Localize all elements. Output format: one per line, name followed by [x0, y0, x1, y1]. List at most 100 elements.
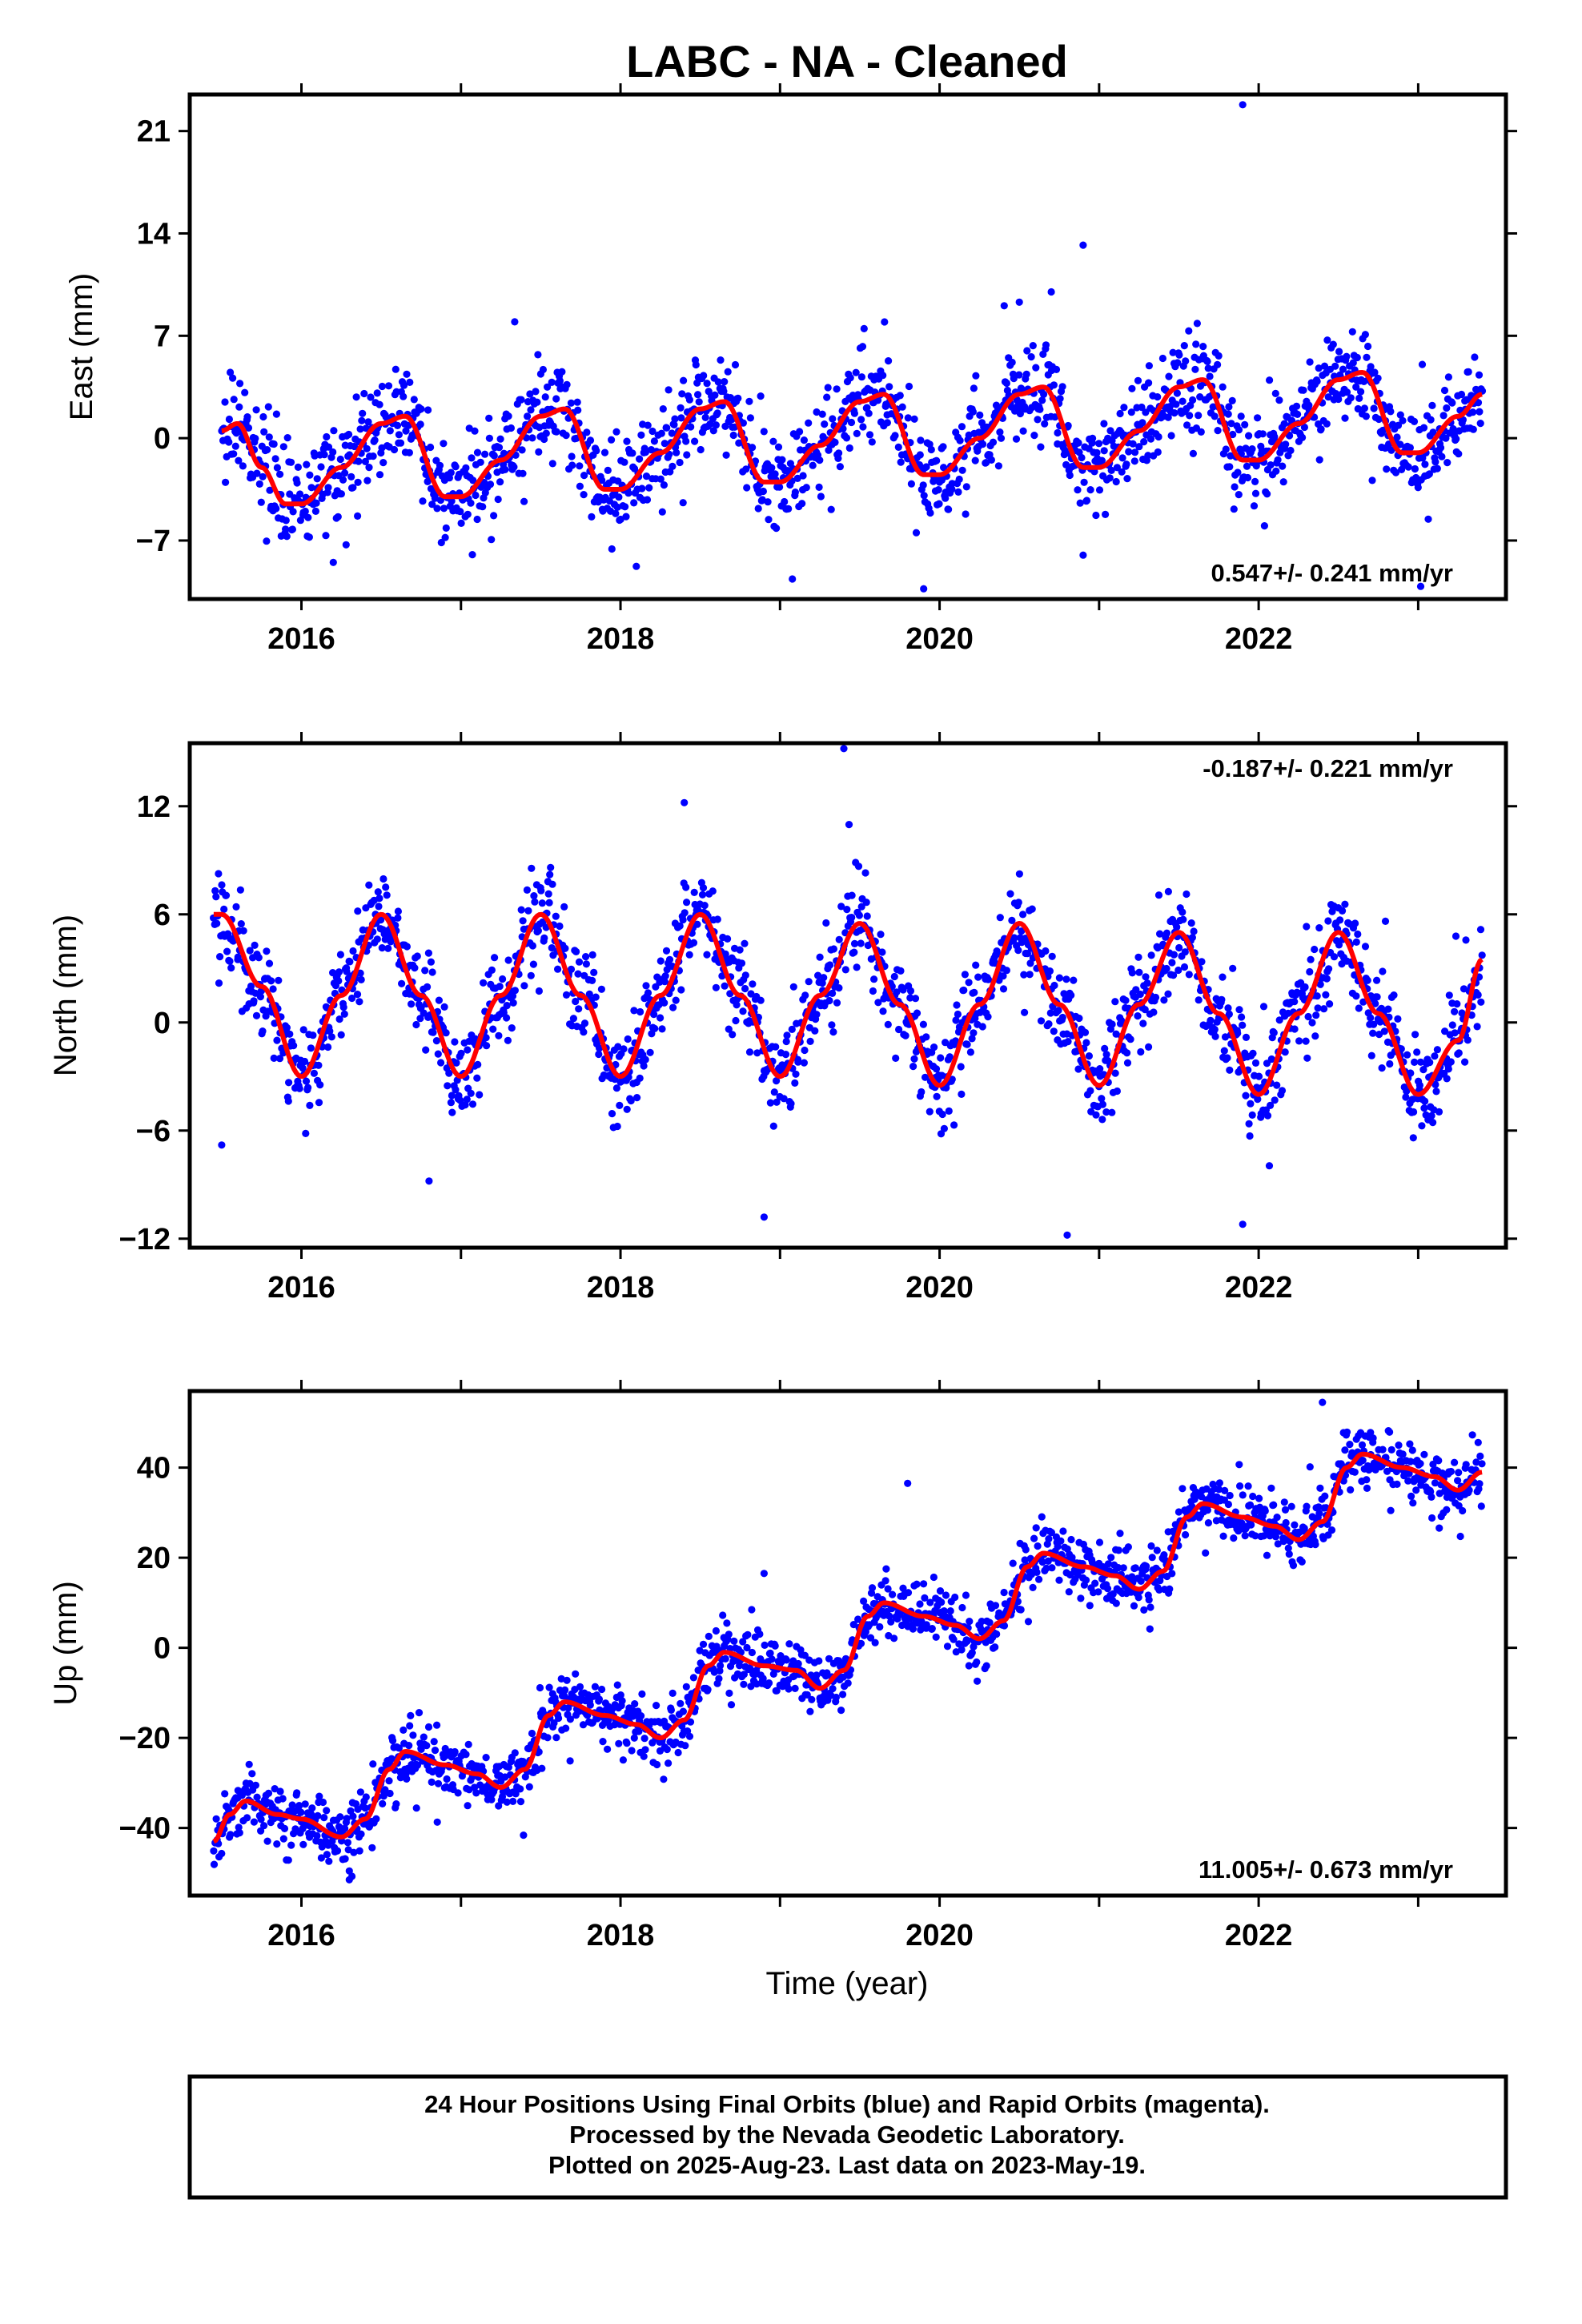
data-point [1019, 911, 1027, 919]
data-point [1429, 1119, 1437, 1127]
data-point [1451, 1007, 1459, 1015]
data-point [1142, 973, 1150, 981]
data-point [862, 899, 870, 907]
data-point [535, 448, 543, 456]
data-point [1168, 959, 1176, 967]
data-point [693, 379, 701, 387]
data-point [913, 1580, 921, 1588]
data-point [568, 452, 576, 460]
data-point [805, 978, 813, 986]
data-point [468, 551, 476, 559]
data-point [340, 1010, 348, 1018]
data-point [1234, 1029, 1242, 1037]
data-point [994, 462, 1002, 470]
data-point [378, 944, 386, 952]
y-tick-label: 0 [154, 1632, 171, 1666]
data-point [1408, 1446, 1416, 1454]
data-point [1311, 1032, 1319, 1040]
data-point [1162, 964, 1170, 973]
x-tick-label: 2022 [1225, 622, 1293, 656]
data-point [483, 1042, 491, 1050]
data-point [1367, 363, 1375, 371]
data-point [597, 985, 606, 993]
data-point [473, 448, 482, 456]
data-point [1442, 434, 1450, 442]
data-point [759, 1675, 767, 1683]
data-point [440, 440, 448, 448]
data-point [396, 439, 405, 447]
data-point [253, 469, 261, 477]
data-point [447, 468, 455, 476]
data-point [695, 398, 703, 406]
data-point [436, 461, 444, 469]
data-point [435, 996, 444, 1004]
data-point [1476, 1452, 1484, 1460]
data-point [1058, 1013, 1066, 1022]
data-point [527, 971, 535, 979]
data-point [813, 1011, 821, 1019]
data-point [1095, 1538, 1104, 1546]
data-point [866, 1634, 875, 1642]
data-point [1178, 908, 1186, 916]
data-point [444, 1082, 452, 1090]
data-point [1066, 1570, 1074, 1579]
data-point [726, 394, 735, 402]
data-point [276, 1787, 284, 1795]
data-point [842, 434, 851, 442]
data-point [1108, 1020, 1116, 1028]
data-point [352, 393, 360, 401]
data-point [725, 1689, 733, 1697]
data-point [382, 883, 390, 891]
data-point [1038, 1513, 1046, 1521]
data-point [1355, 394, 1363, 402]
data-point [528, 434, 536, 442]
data-point [813, 408, 821, 416]
data-point [467, 499, 475, 507]
data-point [323, 1807, 331, 1815]
data-point [761, 1641, 769, 1649]
data-point [1173, 923, 1181, 931]
data-point [538, 899, 546, 907]
data-point [1291, 1025, 1299, 1033]
data-point [835, 935, 843, 943]
data-point [1178, 1485, 1186, 1493]
data-point [1150, 1008, 1158, 1016]
data-point [517, 906, 525, 914]
data-point [1175, 943, 1183, 952]
data-point [437, 538, 445, 547]
data-point [943, 1642, 952, 1651]
data-point [631, 1700, 639, 1708]
data-point [263, 947, 271, 955]
data-point [257, 1827, 265, 1835]
data-point [324, 484, 332, 492]
data-point [1431, 458, 1439, 466]
data-point [303, 460, 311, 468]
data-point [1154, 891, 1163, 899]
data-point [746, 1664, 754, 1673]
data-point [336, 951, 344, 959]
data-point [1403, 1051, 1411, 1059]
data-point [890, 972, 898, 981]
data-point [646, 1048, 654, 1056]
data-point [623, 437, 631, 445]
data-point [701, 413, 709, 422]
data-point [757, 392, 765, 400]
data-point [917, 436, 925, 444]
data-point [1074, 1065, 1082, 1073]
data-point [1322, 991, 1330, 999]
up-y-axis-label: Up (mm) [48, 1581, 83, 1706]
data-point [1323, 420, 1331, 428]
data-point [1030, 1534, 1038, 1542]
data-point [662, 947, 671, 955]
data-point [942, 494, 950, 502]
data-point [1416, 1460, 1424, 1468]
data-point [1018, 927, 1026, 935]
outlier-point [345, 1876, 353, 1884]
data-point [1096, 1065, 1104, 1073]
data-point [952, 1037, 960, 1045]
data-point [1358, 1441, 1367, 1449]
data-point [416, 420, 424, 428]
data-point [1351, 1468, 1359, 1476]
data-point [275, 1055, 284, 1063]
